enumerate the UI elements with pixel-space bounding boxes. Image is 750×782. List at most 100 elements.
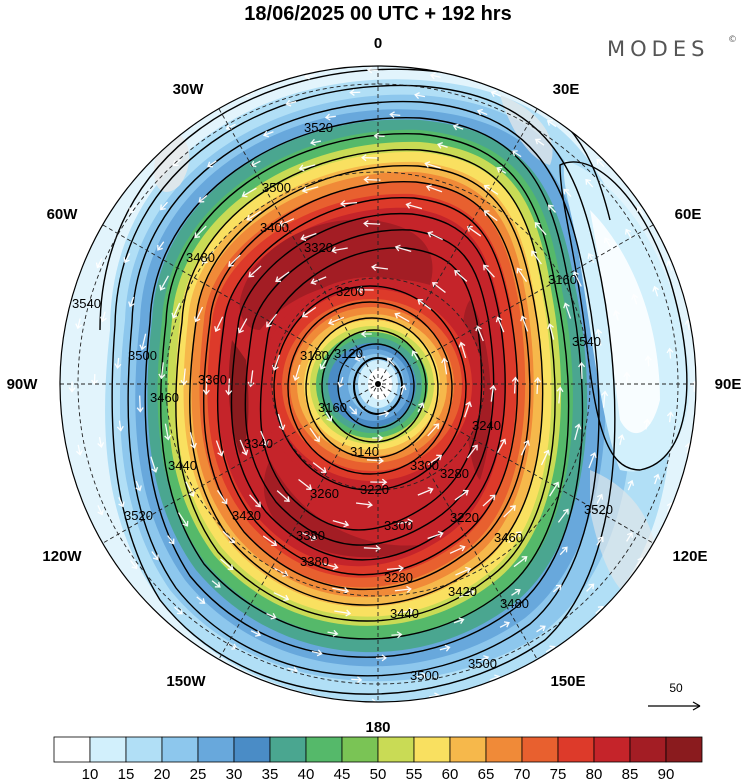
contour-label: 3540	[572, 334, 601, 349]
wind-arrow	[139, 604, 148, 614]
wind-arrow	[273, 592, 290, 602]
colorbar-tick-label: 75	[550, 766, 567, 782]
wind-arrow	[334, 609, 352, 617]
brand-logo: MODES	[607, 37, 709, 61]
wind-arrow	[458, 589, 475, 599]
wind-arrow	[417, 299, 432, 310]
wind-arrow	[496, 438, 507, 454]
wind-arrow	[453, 617, 465, 624]
wind-arrow	[417, 402, 425, 413]
wind-arrow	[427, 231, 443, 241]
lon-label-0: 0	[374, 35, 382, 52]
contour-label: 3260	[310, 486, 339, 501]
wind-arrow	[292, 364, 301, 382]
wind-arrow	[118, 497, 125, 508]
wind-arrow	[596, 536, 604, 546]
wind-arrow	[666, 347, 674, 359]
wind-arrow	[157, 241, 165, 251]
wind-arrow	[225, 378, 233, 396]
contour-label: 3500	[468, 656, 497, 671]
wind-arrow	[436, 141, 448, 149]
wind-arrow	[478, 655, 490, 662]
wind-arrow	[260, 430, 269, 447]
wind-arrow	[372, 434, 384, 442]
wind-arrow	[136, 395, 144, 413]
wind-arrow	[643, 418, 651, 430]
wind-arrow	[151, 551, 159, 561]
wind-arrow	[366, 66, 378, 74]
wind-arrow	[354, 354, 366, 362]
wind-arrow	[363, 544, 381, 552]
contour-label: 3280	[440, 466, 469, 481]
wind-arrow	[310, 276, 327, 285]
wind-arrow	[198, 195, 208, 203]
colorbar-swatch	[269, 736, 307, 763]
wind-arrow	[482, 264, 495, 278]
wind-arrow	[116, 420, 124, 432]
wind-arrow	[263, 130, 274, 138]
wind-arrow	[114, 357, 122, 369]
wind-arrow	[644, 355, 652, 367]
wind-arrow	[429, 72, 441, 80]
colorbar-swatch	[341, 736, 379, 763]
colorbar-tick-label: 80	[586, 766, 603, 782]
lon-label-90w: 90W	[7, 376, 39, 393]
colorbar-swatch	[629, 736, 667, 763]
colorbar-tick-label: 45	[334, 766, 351, 782]
vector-reference: 50	[648, 681, 701, 711]
wind-arrow	[431, 282, 446, 294]
wind-arrow	[275, 271, 290, 283]
wind-arrow	[311, 649, 323, 657]
wind-arrow	[466, 226, 482, 237]
wind-arrow	[349, 405, 358, 415]
wind-arrow	[503, 505, 516, 518]
wind-arrow	[415, 672, 428, 680]
wind-arrow	[325, 411, 333, 422]
wind-arrow	[91, 374, 99, 386]
wind-arrow	[71, 501, 78, 512]
wind-arrow	[185, 481, 195, 497]
wind-arrow	[351, 676, 363, 684]
wind-arrow	[625, 228, 632, 239]
wind-arrow	[666, 411, 674, 423]
colorbar-swatch	[521, 736, 559, 763]
lon-label-180: 180	[365, 719, 390, 736]
wind-arrow	[211, 580, 221, 588]
contour-label: 3220	[450, 510, 479, 525]
colorbar-swatch	[53, 736, 91, 763]
colorbar-swatch	[161, 736, 199, 763]
wind-arrow	[563, 302, 572, 319]
wind-arrow	[332, 587, 350, 595]
wind-arrow	[511, 150, 522, 158]
wind-arrow	[97, 436, 105, 448]
wind-arrow	[159, 275, 169, 291]
wind-arrow	[425, 184, 443, 193]
wind-arrow	[373, 132, 385, 140]
wind-arrow	[123, 253, 131, 264]
wind-arrow	[298, 478, 313, 490]
wind-arrow	[95, 258, 103, 269]
map-boundary	[59, 65, 697, 703]
colorbar-swatch	[233, 736, 271, 763]
wind-arrow	[540, 449, 551, 466]
wind-arrow	[556, 386, 564, 404]
wind-arrow	[100, 556, 108, 567]
wind-arrow	[557, 508, 569, 523]
wind-arrow	[215, 440, 224, 457]
wind-arrow	[454, 270, 468, 282]
contour-label: 3520	[584, 502, 613, 517]
colorbar-tick-label: 55	[406, 766, 423, 782]
wind-arrow	[187, 644, 198, 653]
wind-arrow	[246, 210, 262, 221]
lon-label-60e: 60E	[675, 206, 702, 223]
wind-arrow	[378, 410, 390, 418]
wind-arrow	[53, 442, 59, 452]
colorbar-tick-label: 20	[154, 766, 171, 782]
wind-arrow	[452, 123, 464, 131]
wind-arrow	[250, 630, 262, 637]
wind-arrow	[511, 376, 519, 394]
colorbar-tick-label: 65	[478, 766, 495, 782]
wind-arrow	[427, 454, 443, 466]
colorbar-swatch	[377, 736, 415, 763]
wind-arrow	[167, 535, 175, 545]
